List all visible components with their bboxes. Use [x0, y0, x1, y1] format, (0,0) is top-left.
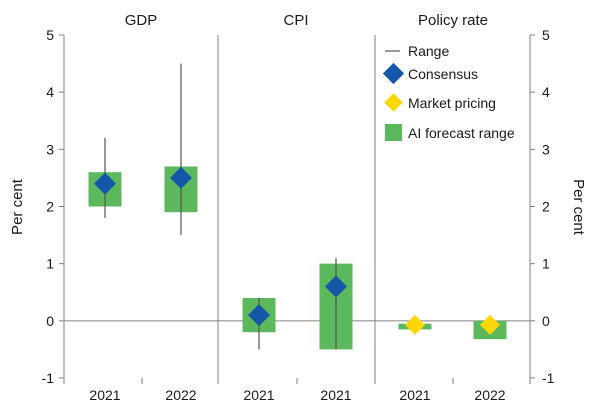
y-tick-label-left: 3: [46, 141, 54, 157]
y-axis-title-left: Per cent: [9, 178, 26, 235]
legend-market-swatch: [384, 93, 403, 112]
y-tick-label-right: -1: [542, 370, 555, 386]
panel-titles: GDP CPI Policy rate: [125, 12, 488, 29]
category-label: 2021: [89, 387, 120, 403]
legend: Range Consensus Market pricing AI foreca…: [382, 43, 515, 141]
y-tick-label-left: 5: [46, 27, 54, 43]
consensus-marker: [325, 275, 347, 298]
consensus-marker: [248, 304, 270, 327]
market-pricing-marker: [480, 314, 500, 335]
panel-title-2: CPI: [283, 12, 308, 29]
y-tick-label-right: 5: [542, 27, 550, 43]
legend-ai-label: AI forecast range: [408, 125, 515, 141]
category-label: 2021: [399, 387, 430, 403]
panel-title-1: GDP: [125, 12, 158, 29]
chart-frame: [63, 35, 531, 378]
y-tick-label-right: 0: [542, 313, 550, 329]
y-ticks: -1 -1 0 0 1 1 2 2 3 3 4 4 5 5: [42, 27, 555, 386]
category-label: 2022: [474, 387, 505, 403]
category-label: 2021: [320, 387, 351, 403]
y-axis-title-right: Per cent: [570, 179, 587, 236]
y-tick-label-right: 3: [542, 141, 550, 157]
category-label: 2021: [243, 387, 274, 403]
y-tick-label-left: 4: [46, 84, 54, 100]
legend-ai-swatch: [385, 124, 402, 141]
panel-title-3: Policy rate: [418, 12, 488, 29]
y-tick-label-right: 1: [542, 256, 550, 272]
consensus-marker: [94, 172, 116, 195]
legend-consensus-swatch: [382, 62, 405, 85]
consensus-marker: [170, 166, 192, 189]
category-label: 2022: [165, 387, 196, 403]
y-tick-label-left: 2: [46, 199, 54, 215]
legend-range-label: Range: [408, 43, 449, 59]
chart-marks: [88, 63, 507, 350]
y-tick-label-left: 1: [46, 256, 54, 272]
y-tick-label-left: -1: [42, 370, 55, 386]
market-pricing-marker: [405, 314, 425, 335]
y-tick-label-left: 0: [46, 313, 54, 329]
legend-market-label: Market pricing: [408, 95, 496, 111]
y-tick-label-right: 2: [542, 199, 550, 215]
y-tick-label-right: 4: [542, 84, 550, 100]
category-labels: 2021 2022 2021 2021 2021 2022: [63, 378, 531, 403]
legend-consensus-label: Consensus: [408, 66, 478, 82]
